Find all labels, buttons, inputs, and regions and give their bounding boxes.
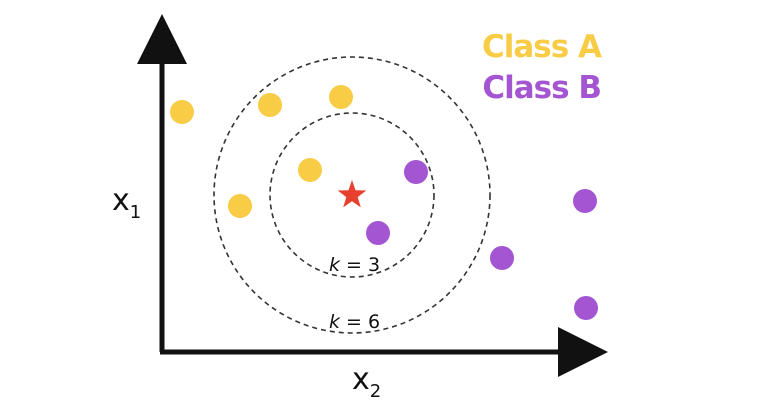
class-a-point xyxy=(170,100,194,124)
class-a-point xyxy=(329,85,353,109)
class-b-point xyxy=(366,221,390,245)
y-axis-label: x1 xyxy=(112,183,141,223)
class-b-point xyxy=(574,296,598,320)
y-axis-label-subscript: 1 xyxy=(130,202,141,223)
x-axis-label-subscript: 2 xyxy=(370,381,381,402)
class-a-point xyxy=(298,158,322,182)
x-axis-label: x2 xyxy=(352,362,381,402)
ring-label-k3: k = 3 xyxy=(329,254,380,276)
class-a-points xyxy=(170,85,353,218)
class-b-point xyxy=(404,160,428,184)
ring-label-k3-value: = 3 xyxy=(340,254,380,276)
ring-label-k6: k = 6 xyxy=(329,311,380,333)
y-axis-label-main: x xyxy=(112,183,130,218)
class-b-points xyxy=(366,160,598,320)
ring-label-k6-value: = 6 xyxy=(340,311,380,333)
legend-class-a: Class A xyxy=(482,29,602,65)
axes xyxy=(137,14,608,377)
ring-label-k6-symbol: k xyxy=(329,311,341,333)
ring-label-k3-symbol: k xyxy=(329,254,341,276)
class-a-point xyxy=(228,194,252,218)
ring-k3 xyxy=(269,112,435,278)
legend-class-b: Class B xyxy=(482,70,601,106)
x-axis-label-main: x xyxy=(352,362,370,397)
ring-k6 xyxy=(213,56,491,334)
star-icon xyxy=(337,180,367,208)
neighborhood-rings xyxy=(213,56,491,334)
class-b-point xyxy=(490,246,514,270)
class-b-point xyxy=(573,189,597,213)
legend: Class A Class B xyxy=(482,29,603,106)
class-a-point xyxy=(258,93,282,117)
